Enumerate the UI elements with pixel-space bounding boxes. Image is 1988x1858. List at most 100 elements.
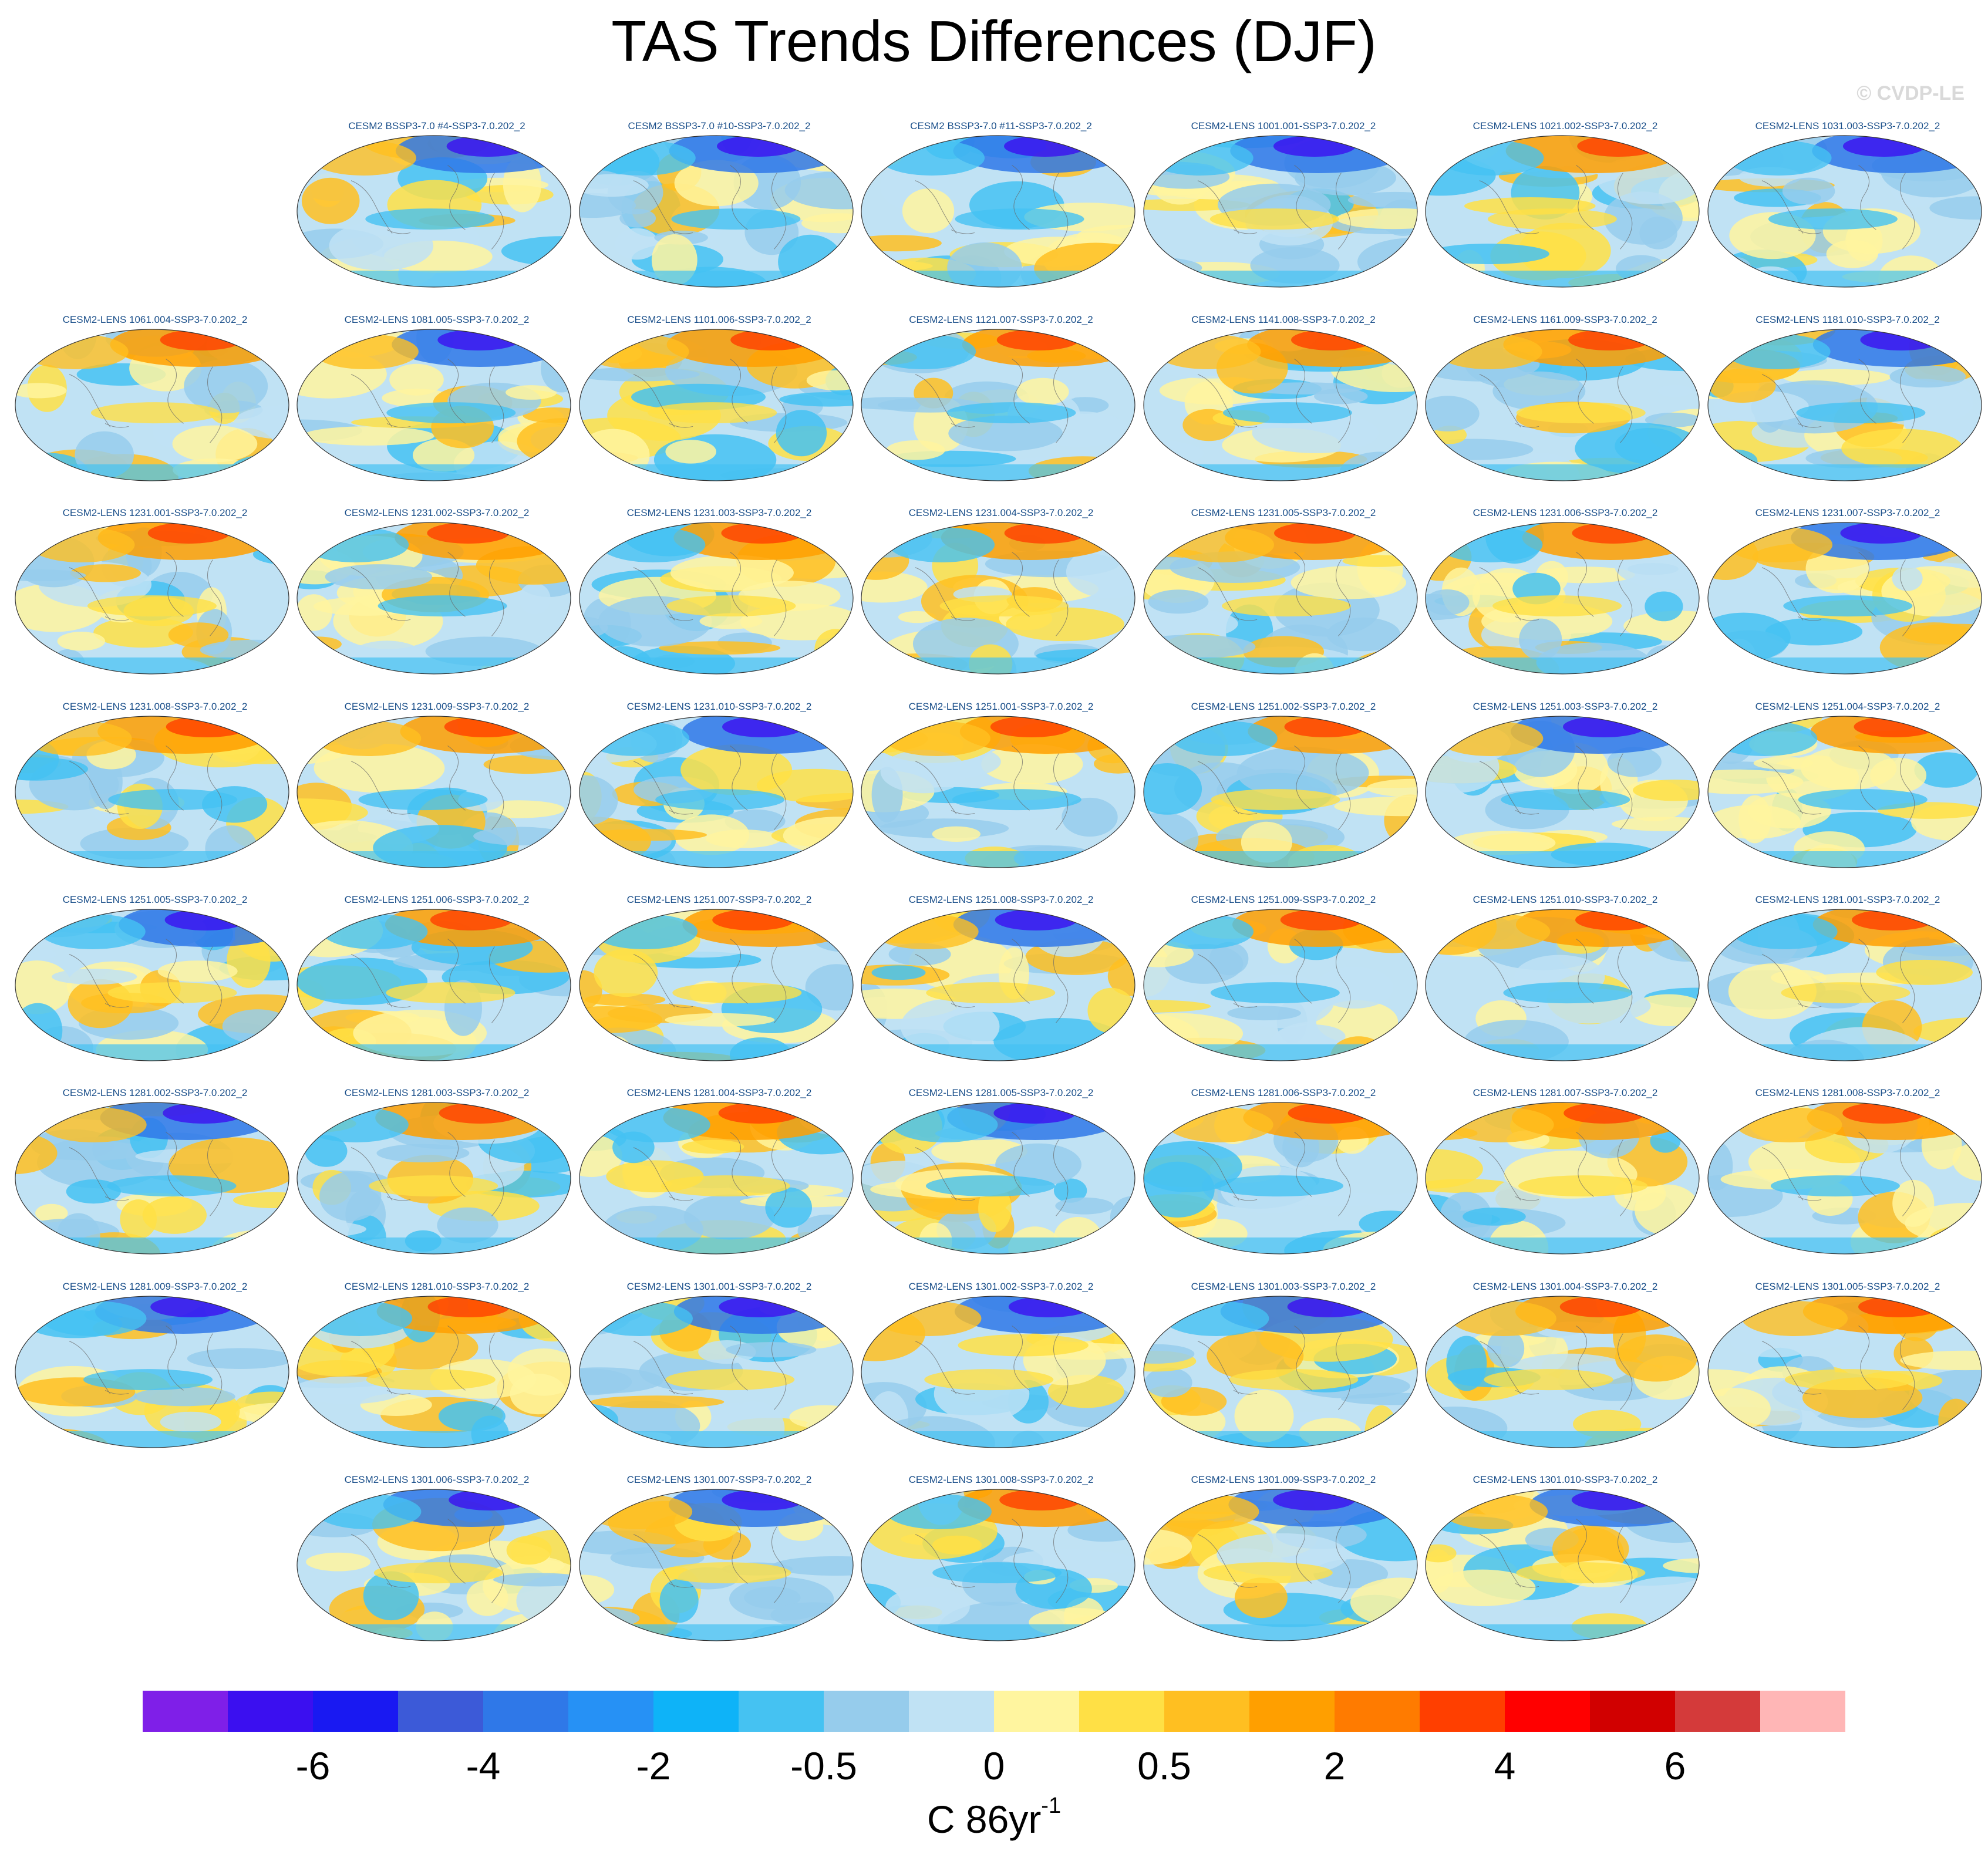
map-field — [861, 329, 1135, 481]
map-panel: CESM2-LENS 1181.010-SSP3-7.0.202_2 — [1707, 314, 1988, 501]
colorbar-tick-label: 6 — [1664, 1744, 1686, 1788]
map-panel: CESM2-LENS 1231.005-SSP3-7.0.202_2 — [1143, 507, 1424, 694]
panel-label: CESM2 BSSP3-7.0 #11-SSP3-7.0.202_2 — [910, 120, 1092, 131]
map-field — [1425, 135, 1700, 288]
map-panel: CESM2-LENS 1251.007-SSP3-7.0.202_2 — [578, 894, 860, 1081]
map-field — [15, 1296, 289, 1448]
colorbar-swatch — [483, 1691, 569, 1732]
panel-label: CESM2-LENS 1231.004-SSP3-7.0.202_2 — [908, 507, 1094, 518]
map-panel: CESM2-LENS 1281.004-SSP3-7.0.202_2 — [578, 1087, 860, 1274]
panel-label: CESM2-LENS 1251.010-SSP3-7.0.202_2 — [1473, 894, 1658, 905]
map-field — [1143, 1296, 1418, 1448]
panel-label: CESM2-LENS 1301.006-SSP3-7.0.202_2 — [344, 1474, 530, 1485]
map-field — [1425, 909, 1700, 1061]
colorbar-swatch — [228, 1691, 314, 1732]
watermark: © CVDP-LE — [1856, 82, 1965, 104]
panel-label: CESM2-LENS 1281.008-SSP3-7.0.202_2 — [1755, 1087, 1940, 1098]
map-field — [296, 522, 571, 675]
map-panel: CESM2-LENS 1251.005-SSP3-7.0.202_2 — [14, 894, 296, 1081]
panel-label: CESM2-LENS 1251.001-SSP3-7.0.202_2 — [908, 701, 1094, 712]
map-field — [861, 1296, 1135, 1448]
panel-label: CESM2-LENS 1251.003-SSP3-7.0.202_2 — [1473, 701, 1658, 712]
map-panel: CESM2-LENS 1001.001-SSP3-7.0.202_2 — [1143, 120, 1424, 307]
map-field — [15, 909, 289, 1061]
panel-label: CESM2-LENS 1141.008-SSP3-7.0.202_2 — [1191, 314, 1376, 325]
map-panel: CESM2-LENS 1281.001-SSP3-7.0.202_2 — [1707, 894, 1988, 1081]
panel-label: CESM2-LENS 1281.010-SSP3-7.0.202_2 — [344, 1281, 530, 1292]
panel-label: CESM2-LENS 1301.003-SSP3-7.0.202_2 — [1191, 1281, 1376, 1292]
panel-label: CESM2-LENS 1121.007-SSP3-7.0.202_2 — [909, 314, 1093, 325]
map-field — [1707, 135, 1982, 288]
panel-label: CESM2-LENS 1001.001-SSP3-7.0.202_2 — [1191, 120, 1376, 131]
panel-label: CESM2-LENS 1231.002-SSP3-7.0.202_2 — [344, 507, 530, 518]
map-field — [1707, 1296, 1982, 1448]
panel-label: CESM2-LENS 1281.009-SSP3-7.0.202_2 — [62, 1281, 248, 1292]
map-field — [579, 1102, 854, 1255]
panel-label: CESM2-LENS 1301.008-SSP3-7.0.202_2 — [908, 1474, 1094, 1485]
map-panel: CESM2-LENS 1301.008-SSP3-7.0.202_2 — [860, 1474, 1142, 1661]
map-field — [15, 1102, 289, 1255]
map-field — [1143, 522, 1418, 675]
map-field — [1707, 1102, 1982, 1255]
map-panel: CESM2-LENS 1281.009-SSP3-7.0.202_2 — [14, 1281, 296, 1468]
panel-label: CESM2-LENS 1301.009-SSP3-7.0.202_2 — [1191, 1474, 1376, 1485]
map-panel: CESM2-LENS 1231.003-SSP3-7.0.202_2 — [578, 507, 860, 694]
panel-label: CESM2-LENS 1161.009-SSP3-7.0.202_2 — [1473, 314, 1657, 325]
panel-label: CESM2 BSSP3-7.0 #4-SSP3-7.0.202_2 — [348, 120, 525, 131]
colorbar-swatch — [568, 1691, 654, 1732]
panel-label: CESM2-LENS 1301.004-SSP3-7.0.202_2 — [1473, 1281, 1658, 1292]
map-panel: CESM2-LENS 1061.004-SSP3-7.0.202_2 — [14, 314, 296, 501]
chart-title: TAS Trends Differences (DJF) — [611, 9, 1377, 73]
map-panel: CESM2-LENS 1281.005-SSP3-7.0.202_2 — [860, 1087, 1142, 1274]
map-field — [579, 716, 854, 868]
map-panel: CESM2-LENS 1281.003-SSP3-7.0.202_2 — [296, 1087, 578, 1274]
panel-label: CESM2-LENS 1281.001-SSP3-7.0.202_2 — [1755, 894, 1940, 905]
map-field — [579, 1489, 854, 1641]
colorbar-swatch — [994, 1691, 1080, 1732]
panel-label: CESM2-LENS 1301.001-SSP3-7.0.202_2 — [626, 1281, 812, 1292]
colorbar-swatch — [1675, 1691, 1761, 1732]
map-panel: CESM2-LENS 1231.007-SSP3-7.0.202_2 — [1707, 507, 1988, 694]
map-panel: CESM2-LENS 1251.009-SSP3-7.0.202_2 — [1143, 894, 1424, 1081]
panel-label: CESM2-LENS 1251.005-SSP3-7.0.202_2 — [62, 894, 248, 905]
map-field — [1143, 909, 1418, 1061]
panel-label: CESM2-LENS 1061.004-SSP3-7.0.202_2 — [62, 314, 248, 325]
panel-label: CESM2-LENS 1281.007-SSP3-7.0.202_2 — [1473, 1087, 1658, 1098]
map-panel: CESM2-LENS 1141.008-SSP3-7.0.202_2 — [1143, 314, 1424, 501]
colorbar-bar — [143, 1691, 1845, 1732]
map-field — [1425, 1296, 1700, 1448]
map-panel: CESM2-LENS 1301.003-SSP3-7.0.202_2 — [1143, 1281, 1424, 1468]
map-field — [1425, 1102, 1700, 1255]
map-field — [296, 1489, 571, 1641]
map-field — [1143, 135, 1418, 288]
colorbar-tick-label: -0.5 — [790, 1744, 857, 1788]
map-field — [1707, 522, 1982, 675]
colorbar-swatch — [313, 1691, 399, 1732]
map-field — [1707, 909, 1982, 1061]
colorbar-units: C 86yr-1 — [0, 1793, 1988, 1842]
map-field — [1143, 716, 1418, 868]
map-panel: CESM2-LENS 1251.002-SSP3-7.0.202_2 — [1143, 701, 1424, 888]
map-panel: CESM2-LENS 1251.003-SSP3-7.0.202_2 — [1424, 701, 1706, 888]
colorbar-tick-label: 0.5 — [1137, 1744, 1191, 1788]
map-field — [1143, 1489, 1418, 1641]
colorbar-swatch — [398, 1691, 484, 1732]
map-field — [1425, 716, 1700, 868]
panel-label: CESM2-LENS 1281.006-SSP3-7.0.202_2 — [1191, 1087, 1376, 1098]
map-panel: CESM2-LENS 1231.002-SSP3-7.0.202_2 — [296, 507, 578, 694]
map-panel: CESM2-LENS 1301.009-SSP3-7.0.202_2 — [1143, 1474, 1424, 1661]
colorbar-swatch — [653, 1691, 739, 1732]
map-panel: CESM2-LENS 1301.002-SSP3-7.0.202_2 — [860, 1281, 1142, 1468]
colorbar-swatch — [739, 1691, 824, 1732]
panel-label: CESM2-LENS 1021.002-SSP3-7.0.202_2 — [1473, 120, 1658, 131]
map-panel: CESM2-LENS 1281.008-SSP3-7.0.202_2 — [1707, 1087, 1988, 1274]
map-panel: CESM2-LENS 1301.010-SSP3-7.0.202_2 — [1424, 1474, 1706, 1661]
map-panel: CESM2-LENS 1231.004-SSP3-7.0.202_2 — [860, 507, 1142, 694]
panel-label: CESM2-LENS 1251.009-SSP3-7.0.202_2 — [1191, 894, 1376, 905]
map-field — [861, 522, 1135, 675]
map-field — [296, 716, 571, 868]
map-field — [1425, 522, 1700, 675]
map-field — [15, 329, 289, 481]
map-field — [1143, 329, 1418, 481]
map-panel: CESM2-LENS 1251.001-SSP3-7.0.202_2 — [860, 701, 1142, 888]
